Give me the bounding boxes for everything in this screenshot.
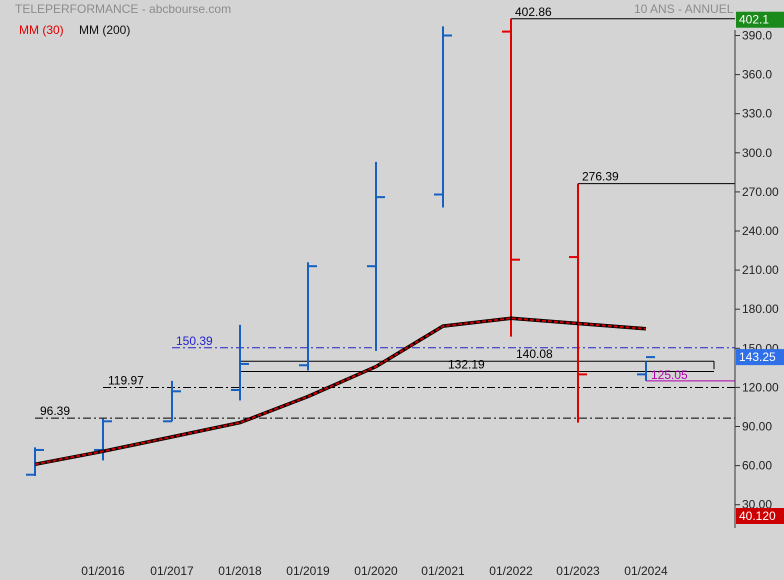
y-tick-label: 270.00 (742, 185, 779, 199)
y-tick-label: 240.00 (742, 224, 779, 238)
mm30-line (34, 317, 647, 466)
x-tick-label: 01/2021 (421, 564, 465, 578)
x-tick-label: 01/2022 (489, 564, 533, 578)
price-tag (736, 11, 784, 28)
price-tag-label: 143.25 (739, 350, 776, 364)
y-tick-label: 60.00 (742, 459, 772, 473)
y-tick-label: 210.00 (742, 263, 779, 277)
price-tag (736, 508, 784, 524)
level-label: 276.39 (582, 170, 619, 184)
chart-title: TELEPERFORMANCE - abcbourse.com (15, 2, 232, 16)
mm30-line-shadow (34, 316, 647, 467)
level-label: 150.39 (176, 334, 213, 348)
y-tick-label: 360.0 (742, 68, 772, 82)
y-tick-label: 90.00 (742, 420, 772, 434)
price-tag-label: 40.120 (739, 509, 776, 523)
level-label: 402.86 (515, 5, 552, 19)
x-tick-label: 01/2019 (286, 564, 330, 578)
level-label: 140.08 (516, 347, 553, 361)
y-tick-label: 180.00 (742, 302, 779, 316)
chart-period: 10 ANS - ANNUEL (634, 2, 734, 16)
x-tick-label: 01/2023 (556, 564, 600, 578)
price-tag (736, 349, 784, 366)
y-tick-label: 390.0 (742, 29, 772, 43)
legend-mm200[interactable]: MM (200) (79, 23, 131, 37)
level-label: 132.19 (448, 358, 485, 372)
y-tick-label: 330.0 (742, 107, 772, 121)
x-tick-label: 01/2016 (81, 564, 125, 578)
level-label: 125.05 (651, 368, 688, 382)
y-tick-label: 120.00 (742, 380, 779, 394)
x-tick-label: 01/2017 (150, 564, 194, 578)
price-tag-label: 402.1 (739, 13, 769, 27)
x-tick-label: 01/2024 (624, 564, 668, 578)
legend-mm30[interactable]: MM (30) (19, 23, 64, 37)
x-tick-label: 01/2018 (218, 564, 262, 578)
y-tick-label: 300.0 (742, 146, 772, 160)
level-label: 119.97 (108, 373, 144, 387)
level-label: 96.39 (40, 404, 70, 418)
x-tick-label: 01/2020 (354, 564, 398, 578)
